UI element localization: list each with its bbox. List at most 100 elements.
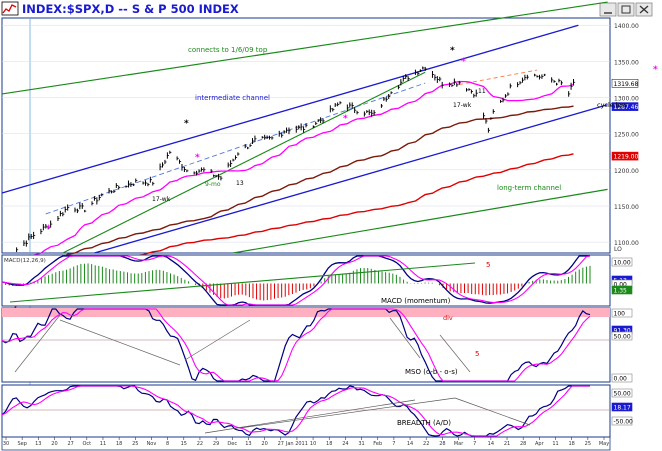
price-value-badge-label: 1219.00 — [614, 154, 639, 161]
breadth-badge — [611, 416, 633, 426]
annotation-star: * — [450, 46, 455, 56]
macd-badge — [611, 257, 633, 267]
macd-badge-label: 1.35 — [614, 288, 628, 295]
x-tick-label: 18 — [568, 441, 574, 447]
annotation-17wk-b: 17-wk — [453, 102, 472, 109]
x-tick-label: 11 — [552, 441, 558, 447]
price-y-tick: 1250.00 — [614, 132, 639, 139]
mso-label: MSO (o-b - o-s) — [405, 368, 458, 376]
x-tick-label: 7 — [473, 441, 476, 447]
x-tick-label: 8 — [166, 441, 169, 447]
price-y-tick: 1100.00 — [614, 240, 639, 247]
ma-short-magenta — [6, 80, 574, 284]
annotation-star: * — [343, 114, 348, 124]
mso-trendline — [184, 319, 251, 361]
annotation-9mo: 9-mo — [205, 181, 221, 188]
x-tick-label: 27 — [67, 441, 73, 447]
title-bar: INDEX:$SPX,D -- S & P 500 INDEX — [0, 0, 662, 18]
x-tick-label: 10 — [310, 441, 316, 447]
price-lo-label: LO — [614, 246, 622, 253]
price-y-tick: 1400.00 — [614, 23, 639, 30]
x-tick-label: 15 — [181, 441, 187, 447]
x-tick-label: 13 — [245, 441, 251, 447]
price-y-tick: 1150.00 — [614, 204, 639, 211]
x-tick-label: Jan 2011 — [285, 441, 308, 447]
mso-badge — [611, 308, 633, 318]
annotation-17wk-a: 17-wk — [152, 196, 171, 203]
x-tick-label: 21 — [504, 441, 510, 447]
breadth-badge-label: 18.17 — [614, 405, 631, 412]
breadth-badge-label: -50.00 — [614, 419, 634, 426]
annotation-13: 13 — [236, 180, 244, 187]
mso-5-marker: 5 — [475, 350, 479, 358]
annotation-star: * — [184, 119, 189, 129]
breadth-badge — [611, 402, 633, 412]
mso-trendline — [14, 314, 61, 373]
annotation-long-term-channel: long-term channel — [497, 184, 561, 192]
x-tick-label: 31 — [358, 441, 364, 447]
x-tick-label: May — [599, 441, 609, 447]
mso-badge — [611, 331, 633, 341]
x-tick-label: 7 — [392, 441, 395, 447]
x-tick-label: 18 — [326, 441, 332, 447]
x-tick-label: Mar — [454, 441, 464, 447]
breadth-trendline — [239, 397, 456, 429]
price-y-tick: 1350.00 — [614, 59, 639, 66]
x-tick-label: 25 — [132, 441, 138, 447]
price-value-badge — [611, 151, 639, 161]
annotation-star: * — [653, 65, 658, 75]
x-tick-label: 30 — [3, 441, 9, 447]
annotation-connects: connects to 1/6/09 top — [188, 46, 268, 54]
macd-badge-label: 10.00 — [614, 260, 631, 267]
x-tick-label: Oct — [82, 441, 91, 447]
macd-badge-label: 0.00 — [614, 282, 628, 289]
price-value-badge-label: 1319.68 — [614, 81, 639, 88]
price-value-badge-label: 1287.46 — [614, 104, 639, 111]
breadth-badge — [611, 388, 633, 398]
breadth-signal-line — [1, 385, 590, 437]
macd-badge — [611, 285, 633, 295]
mso-badge-label: 100 — [614, 311, 626, 318]
x-tick-label: Nov — [147, 441, 157, 447]
mso-badge-label: 91.30 — [614, 328, 631, 335]
mso-badge-label: 50.00 — [614, 334, 631, 341]
mso-badge — [611, 373, 633, 383]
x-tick-label: Feb — [373, 441, 382, 447]
price-y-tick: 1200.00 — [614, 168, 639, 175]
x-tick-label: 24 — [342, 441, 348, 447]
breadth-trendline — [204, 399, 416, 434]
x-tick-label: 14 — [488, 441, 494, 447]
close-button[interactable] — [635, 2, 653, 17]
minimize-button[interactable] — [599, 2, 617, 17]
maximize-button[interactable] — [617, 2, 635, 17]
x-tick-label: 29 — [213, 441, 219, 447]
macd-label: MACD (momentum) — [381, 297, 451, 305]
x-tick-label: 20 — [51, 441, 57, 447]
rising-trendline — [62, 71, 426, 254]
annotation-star: * — [195, 153, 200, 163]
x-tick-label: 14 — [407, 441, 413, 447]
mso-signal-line — [1, 308, 591, 382]
x-tick-label: 28 — [520, 441, 526, 447]
macd-signal-line — [1, 255, 591, 306]
x-tick-label: Apr — [535, 441, 545, 447]
mso-div-marker: div — [443, 314, 453, 322]
mso-overbought-band — [2, 308, 610, 317]
x-tick-label: 18 — [116, 441, 122, 447]
macd-trendline — [9, 262, 476, 303]
x-tick-label: Sep — [17, 441, 26, 447]
x-tick-label: 22 — [197, 441, 203, 447]
long-term-channel-lower — [232, 188, 608, 254]
price-panel: 1400.001350.001300.001250.001200.001150.… — [1, 1, 658, 437]
x-tick-label: 11 — [100, 441, 106, 447]
breadth-trendline — [454, 397, 531, 426]
long-term-channel-upper — [1, 1, 608, 95]
breadth-panel: BREADTH (A/D) 50.00 18.17 -50.00 — [1, 384, 634, 438]
ma-mid-brown — [6, 105, 574, 299]
macd-title: MACD(12,26,9) — [4, 258, 46, 264]
x-tick-label: 22 — [423, 441, 429, 447]
x-tick-label: 28 — [439, 441, 445, 447]
breadth-label: BREADTH (A/D) — [397, 419, 451, 427]
